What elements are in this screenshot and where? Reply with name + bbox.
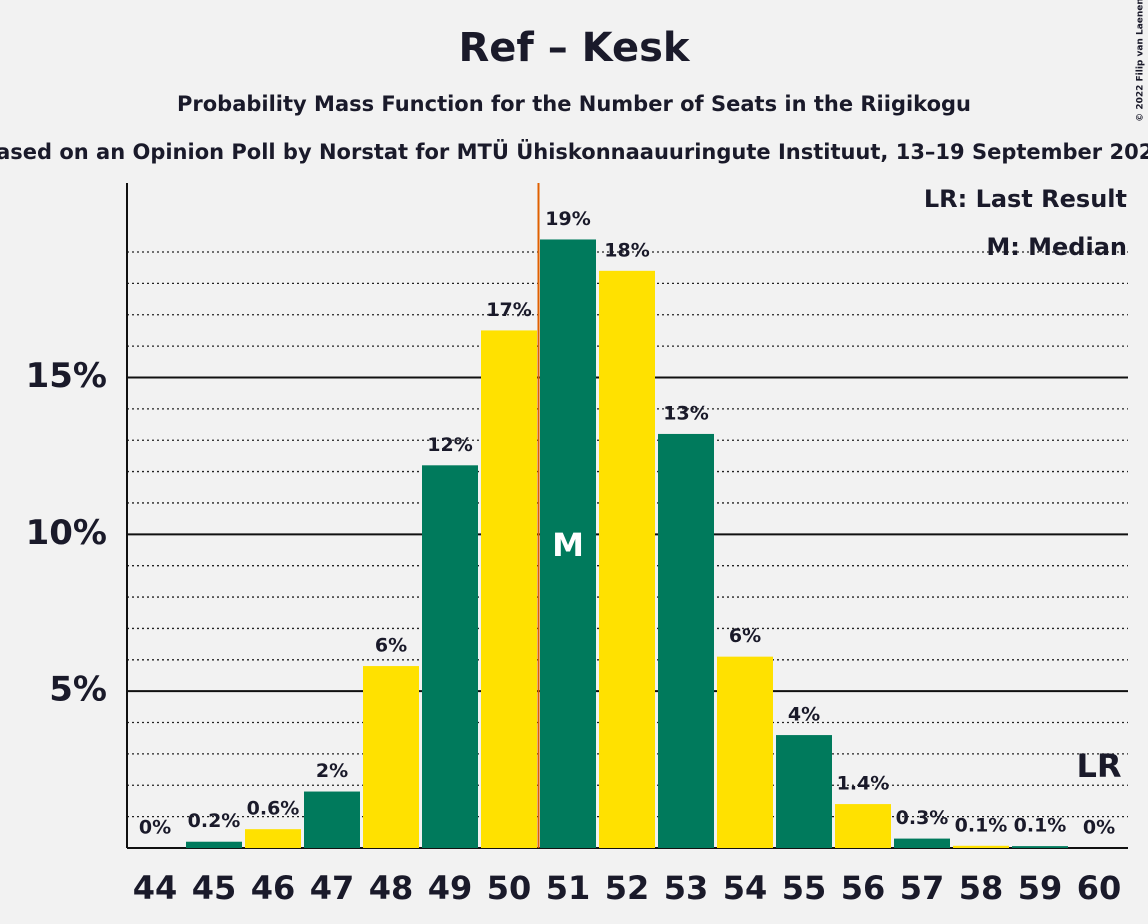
bar: [186, 841, 242, 848]
legend-entry: LR: Last Result: [924, 185, 1127, 213]
x-tick-label: 58: [959, 869, 1004, 907]
bar: [245, 829, 301, 848]
x-tick-label: 45: [192, 869, 237, 907]
value-label: 17%: [486, 299, 531, 321]
value-label: 2%: [316, 760, 348, 782]
y-tick-label: 15%: [26, 356, 107, 396]
value-label: 0.3%: [896, 807, 949, 829]
value-label: 4%: [788, 704, 820, 726]
x-tick-label: 53: [664, 869, 709, 907]
bar: [540, 239, 596, 848]
x-tick-label: 48: [369, 869, 414, 907]
value-label: 0%: [1083, 817, 1115, 839]
bar: [481, 330, 537, 848]
x-tick-label: 59: [1018, 869, 1063, 907]
x-tick-label: 46: [251, 869, 296, 907]
chart-caption: Based on an Opinion Poll by Norstat for …: [0, 139, 1148, 164]
value-label: 6%: [375, 635, 407, 657]
value-label: 6%: [729, 625, 761, 647]
value-label: 12%: [427, 434, 472, 456]
value-label: 0.1%: [1014, 815, 1067, 837]
bar: [304, 791, 360, 848]
value-label: 1.4%: [837, 773, 890, 795]
value-label: 19%: [545, 208, 590, 230]
median-marker: M: [552, 526, 584, 564]
x-tick-label: 47: [310, 869, 355, 907]
bar: [776, 735, 832, 848]
value-label: 0.2%: [188, 810, 241, 832]
legend-entry: M: Median: [986, 233, 1127, 261]
x-tick-label: 60: [1077, 869, 1122, 907]
bar: [422, 465, 478, 848]
x-tick-label: 55: [782, 869, 827, 907]
x-tick-label: 44: [133, 869, 178, 907]
x-tick-label: 56: [841, 869, 886, 907]
bar: [953, 845, 1009, 848]
value-label: 0.6%: [247, 798, 300, 820]
y-tick-label: 10%: [26, 513, 107, 553]
copyright: © 2022 Filip van Laenen: [1136, 0, 1146, 122]
chart-title: Ref – Kesk: [458, 25, 690, 71]
x-tick-label: 57: [900, 869, 945, 907]
chart-subtitle: Probability Mass Function for the Number…: [177, 92, 971, 116]
value-label: 18%: [604, 239, 649, 261]
bar: [599, 270, 655, 848]
value-label: 13%: [663, 402, 708, 424]
bar: [717, 656, 773, 848]
value-label: 0.1%: [955, 814, 1008, 836]
x-tick-label: 52: [605, 869, 650, 907]
bar: [894, 838, 950, 848]
x-tick-label: 50: [487, 869, 532, 907]
x-tick-label: 54: [723, 869, 768, 907]
bar: [835, 804, 891, 848]
bar: [363, 666, 419, 848]
x-tick-label: 51: [546, 869, 591, 907]
bar: [658, 433, 714, 848]
y-tick-label: 5%: [49, 670, 107, 710]
value-label: 0%: [139, 817, 171, 839]
bar: [1012, 846, 1068, 848]
last-result-marker: LR: [1076, 747, 1121, 785]
x-tick-label: 49: [428, 869, 473, 907]
